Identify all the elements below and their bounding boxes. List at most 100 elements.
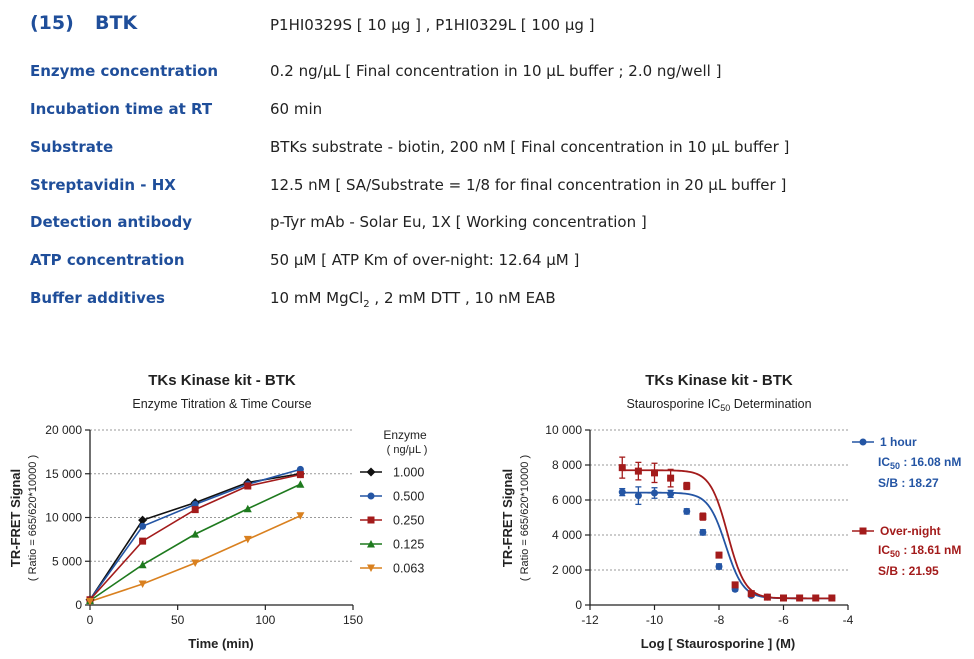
legend-overnight-ic50-sub: 50 — [890, 549, 900, 559]
chart2-subtitle-sub: 50 — [720, 403, 730, 413]
chart1-point-0.125 — [243, 504, 252, 513]
chart1-point-0.125 — [296, 480, 305, 488]
enzyme-titration-chart: TKs Kinase kit - BTK Enzyme Titration & … — [8, 372, 428, 651]
chart2-point-Over-night — [763, 593, 771, 601]
row-value-detection-antibody: p-Tyr mAb - Solar Eu, 1X [ Working conce… — [270, 213, 647, 231]
row-label-buffer-additives: Buffer additives — [30, 289, 165, 307]
row-value-incubation-time: 60 min — [270, 100, 323, 118]
chart2-ylabel-ratio: ( Ratio = 665/620*10000 ) — [519, 455, 531, 581]
chart1-xtick-label: 100 — [255, 613, 275, 627]
chart2-point-Over-night — [618, 464, 626, 472]
chart1-legend-label-0.250: 0.250 — [393, 514, 424, 528]
chart2-subtitle-pre: Staurosporine IC — [626, 397, 720, 411]
header-target-name: BTK — [95, 12, 138, 34]
chart2-point-1 hour — [683, 507, 691, 515]
chart2-point-Over-night — [715, 551, 723, 559]
chart2-point-Over-night — [634, 467, 642, 475]
legend-1hour-ic50-value: : 16.08 nM — [900, 455, 961, 469]
chart1-ytick-label: 5 000 — [52, 554, 82, 568]
chart2-subtitle-post: Determination — [730, 397, 811, 411]
row-value-streptavidin: 12.5 nM [ SA/Substrate = 1/8 for final c… — [270, 176, 787, 194]
legend-overnight-ic50: IC50 : 18.61 nM — [878, 543, 961, 559]
chart1-point-0.125 — [191, 530, 200, 538]
row-label-atp-concentration: ATP concentration — [30, 251, 185, 269]
legend-overnight-marker — [859, 527, 867, 535]
chart2-xtick-label: -6 — [778, 613, 789, 627]
chart1-xtick-label: 0 — [87, 613, 94, 627]
chart2-point-Over-night — [667, 474, 675, 482]
chart1-point-0.063 — [191, 559, 200, 567]
chart1-legend-marker-0.125 — [367, 540, 375, 548]
chart2-ytick-label: 8 000 — [552, 458, 582, 472]
chart2-point-Over-night — [812, 594, 820, 602]
chart2-ylabel: TR-FRET Signal — [500, 469, 515, 567]
chart2-point-1 hour — [651, 489, 658, 497]
chart1-legend-marker-0.063 — [367, 564, 375, 572]
chart1-ytick-label: 15 000 — [45, 467, 82, 481]
legend-1hour-label: 1 hour — [880, 435, 917, 449]
row-value-buffer-additives: 10 mM MgCl2 , 2 mM DTT , 10 nM EAB — [270, 289, 556, 310]
legend-overnight: Over-night IC50 : 18.61 nM S/B : 21.95 — [852, 524, 961, 578]
chart2-ytick-label: 10 000 — [545, 423, 582, 437]
chart2-fit-curve-1 hour — [622, 491, 832, 600]
row-label-substrate: Substrate — [30, 138, 114, 156]
chart1-legend-subtitle: ( ng/μL ) — [387, 444, 428, 456]
row-label-enzyme-concentration: Enzyme concentration — [30, 62, 219, 80]
chart2-point-Over-night — [828, 594, 836, 602]
chart1-ylabel-ratio: ( Ratio = 665/620*10000 ) — [27, 455, 39, 581]
chart1-title: TKs Kinase kit - BTK — [148, 372, 296, 389]
legend-1hour-ic50-label: IC — [878, 455, 890, 469]
chart1-subtitle: Enzyme Titration & Time Course — [132, 397, 311, 411]
staurosporine-ic50-chart: TKs Kinase kit - BTK Staurosporine IC50 … — [500, 372, 961, 651]
chart1-legend-label-0.063: 0.063 — [393, 562, 424, 576]
legend-1hour: 1 hour IC50 : 16.08 nM S/B : 18.27 — [852, 435, 961, 490]
chart2-title: TKs Kinase kit - BTK — [645, 372, 793, 389]
chart1-point-0.063 — [138, 580, 147, 588]
chart1-point-0.500 — [139, 522, 147, 530]
chart2-point-1 hour — [667, 490, 675, 498]
chart1-point-0.250 — [244, 482, 252, 490]
legend-1hour-ic50: IC50 : 16.08 nM — [878, 455, 961, 471]
row-label-incubation-time: Incubation time at RT — [30, 100, 213, 118]
chart2-point-1 hour — [634, 492, 642, 500]
legend-1hour-marker — [859, 438, 867, 446]
chart2-point-Over-night — [683, 482, 691, 490]
chart2-point-Over-night — [796, 594, 804, 602]
chart1-point-1.000 — [138, 515, 148, 525]
chart1-legend-label-1.000: 1.000 — [393, 466, 424, 480]
row-label-streptavidin: Streptavidin - HX — [30, 176, 176, 194]
row-value-atp-concentration: 50 μM [ ATP Km of over-night: 12.64 μM ] — [270, 251, 580, 269]
chart1-legend-marker-1.000 — [366, 467, 376, 477]
chart1-point-0.063 — [296, 512, 305, 520]
chart1-ytick-label: 10 000 — [45, 511, 82, 525]
chart1-legend-title: Enzyme — [383, 428, 427, 442]
chart1-legend-label-0.125: 0.125 — [393, 538, 424, 552]
chart1-xtick-label: 150 — [343, 613, 363, 627]
chart2-ytick-label: 2 000 — [552, 563, 582, 577]
chart2-xtick-label: -12 — [581, 613, 599, 627]
legend-1hour-sb: S/B : 18.27 — [878, 476, 939, 490]
chart2-xlabel: Log [ Staurosporine ] (M) — [641, 636, 796, 651]
legend-overnight-ic50-label: IC — [878, 543, 890, 557]
chart2-point-1 hour — [699, 528, 707, 536]
chart2-xtick-label: -8 — [714, 613, 725, 627]
chart2-point-Over-night — [731, 581, 739, 589]
chart1-xlabel: Time (min) — [188, 636, 254, 651]
chart1-point-0.063 — [243, 535, 252, 544]
chart1-xtick-label: 50 — [171, 613, 185, 627]
row-value-enzyme-concentration: 0.2 ng/μL [ Final concentration in 10 μL… — [270, 62, 722, 80]
legend-overnight-sb: S/B : 21.95 — [878, 564, 939, 578]
chart2-ytick-label: 4 000 — [552, 528, 582, 542]
chart1-series-line-0.063 — [89, 515, 301, 603]
buffer-mgcl-text: 10 mM MgCl — [270, 289, 364, 307]
chart1-ytick-label: 20 000 — [45, 423, 82, 437]
chart2-point-Over-night — [651, 469, 658, 477]
chart2-point-Over-night — [699, 513, 707, 521]
row-value-substrate: BTKs substrate - biotin, 200 nM [ Final … — [270, 138, 790, 156]
chart2-ytick-label: 6 000 — [552, 493, 582, 507]
chart1-point-0.250 — [191, 506, 199, 514]
chart1-legend-label-0.500: 0.500 — [393, 490, 424, 504]
row-label-detection-antibody: Detection antibody — [30, 213, 193, 231]
chart2-ytick-label: 0 — [575, 598, 582, 612]
chart1-point-0.250 — [139, 537, 147, 545]
